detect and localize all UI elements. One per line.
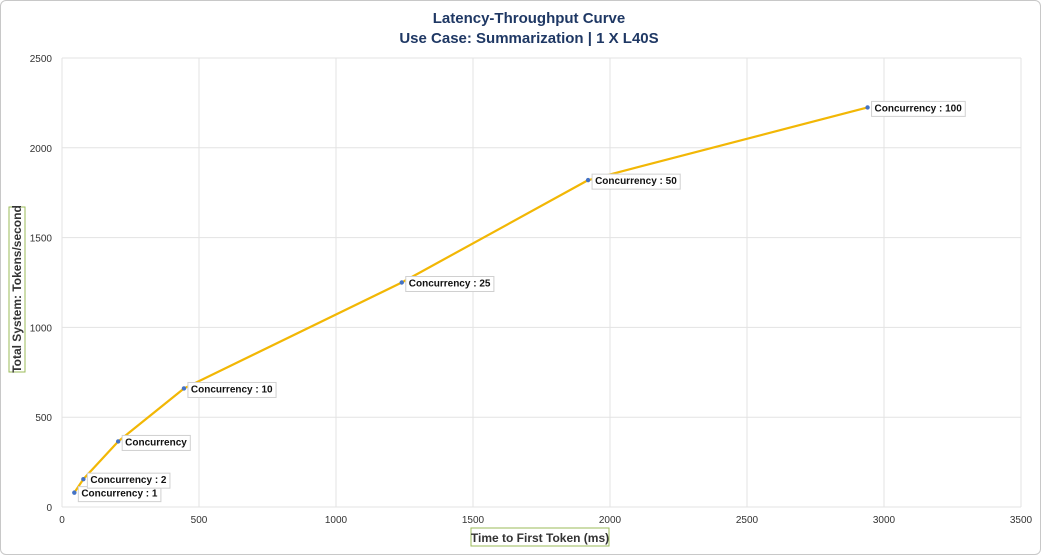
- data-point: [115, 439, 121, 444]
- y-tick-label: 2000: [30, 144, 53, 155]
- chart-title: Latency-Throughput Curve: [433, 10, 626, 27]
- y-tick-label: 0: [46, 503, 52, 514]
- x-tick-label: 0: [59, 515, 65, 526]
- chart-subtitle: Use Case: Summarization | 1 X L40S: [399, 30, 658, 47]
- x-tick-label: 500: [191, 515, 208, 526]
- data-label: Concurrency : 50: [591, 173, 681, 190]
- data-label-text: Concurrency : 10: [191, 384, 273, 395]
- y-tick-labels: 0 500 1000 1500 2000 2500: [30, 54, 53, 514]
- data-label: Concurrency : 10: [187, 381, 277, 398]
- data-point: [72, 490, 77, 495]
- data-label-box: [187, 381, 277, 398]
- data-label-text: Concurrency : 25: [409, 279, 491, 290]
- data-label: Concurrency : 25: [405, 276, 495, 292]
- data-label-box: [871, 100, 966, 117]
- x-axis-title-box: [470, 527, 610, 547]
- x-axis-title: Time to First Token (ms): [471, 531, 609, 545]
- y-tick-label: 1500: [30, 234, 53, 245]
- x-tick-label: 1000: [325, 515, 348, 526]
- data-label: Concurrency : 1: [77, 486, 162, 503]
- grid-lines: [61, 57, 1022, 508]
- data-label-box: [121, 434, 191, 451]
- data-label-text: Concurrency: [125, 437, 187, 448]
- x-axis-title-group: Time to First Token (ms): [470, 527, 610, 547]
- data-point: [181, 386, 187, 391]
- x-tick-label: 3000: [873, 515, 896, 526]
- data-point: [865, 105, 870, 110]
- x-tick-label: 3500: [1010, 515, 1033, 526]
- x-tick-labels: 0 500 1000 1500 2000 2500 3000 3500: [59, 515, 1032, 526]
- data-label-box: [405, 276, 495, 292]
- series-line: [73, 106, 868, 494]
- y-tick-label: 1000: [30, 323, 53, 334]
- point-labels: Concurrency : 1 Concurrency : 2 Concurrenc…: [77, 100, 966, 503]
- data-point: [81, 476, 86, 482]
- y-axis-title-group: Total System: Tokens/second: [8, 205, 26, 373]
- y-axis-title-box: [8, 206, 26, 373]
- data-label: Concurrency : 100: [871, 100, 966, 117]
- data-label-box: [86, 472, 171, 489]
- y-axis-title: Total System: Tokens/second: [10, 205, 24, 373]
- data-label-text: Concurrency : 2: [90, 475, 167, 486]
- data-point: [399, 280, 404, 285]
- x-tick-label: 1500: [462, 515, 485, 526]
- data-label-text: Concurrency : 100: [875, 103, 963, 114]
- x-tick-label: 2000: [599, 515, 622, 526]
- data-label: Concurrency: [121, 434, 191, 451]
- data-label-box: [591, 173, 681, 190]
- y-tick-label: 2500: [30, 54, 53, 65]
- data-point: [585, 177, 591, 183]
- y-tick-label: 500: [35, 413, 52, 424]
- data-label-text: Concurrency : 1: [81, 489, 158, 500]
- data-label: Concurrency : 2: [86, 472, 171, 489]
- series-line-group: [72, 105, 870, 495]
- x-tick-label: 2500: [736, 515, 759, 526]
- data-label-text: Concurrency : 50: [595, 176, 677, 187]
